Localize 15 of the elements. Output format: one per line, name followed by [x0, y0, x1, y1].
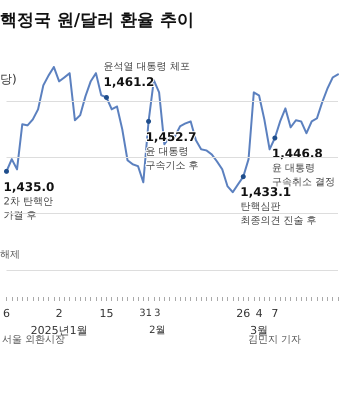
x-tick-label: 2 2025년1월 [30, 307, 88, 337]
x-tick-label: 15 [99, 307, 114, 320]
x-tick-label: 6 [3, 307, 10, 320]
y-axis-title: 당) [0, 72, 17, 86]
data-label: 1,435.0 [4, 180, 54, 194]
x-tick-label: 4 3월 [250, 307, 268, 337]
x-tick-label: 7 [271, 307, 278, 320]
annotation: 탄핵심판 최종의견 진술 후 [240, 202, 317, 227]
text: 해제 [0, 250, 20, 260]
annotation: 윤석열 대통령 체포 [103, 61, 190, 72]
chart-title: 핵정국 원/달러 환율 추이 [0, 10, 194, 30]
x-tick-label: 26 [236, 307, 250, 320]
text: 서울 외환시장 [2, 334, 66, 346]
x-tick-label: 31 [139, 308, 152, 319]
text: 김민지 기자 [248, 334, 302, 346]
